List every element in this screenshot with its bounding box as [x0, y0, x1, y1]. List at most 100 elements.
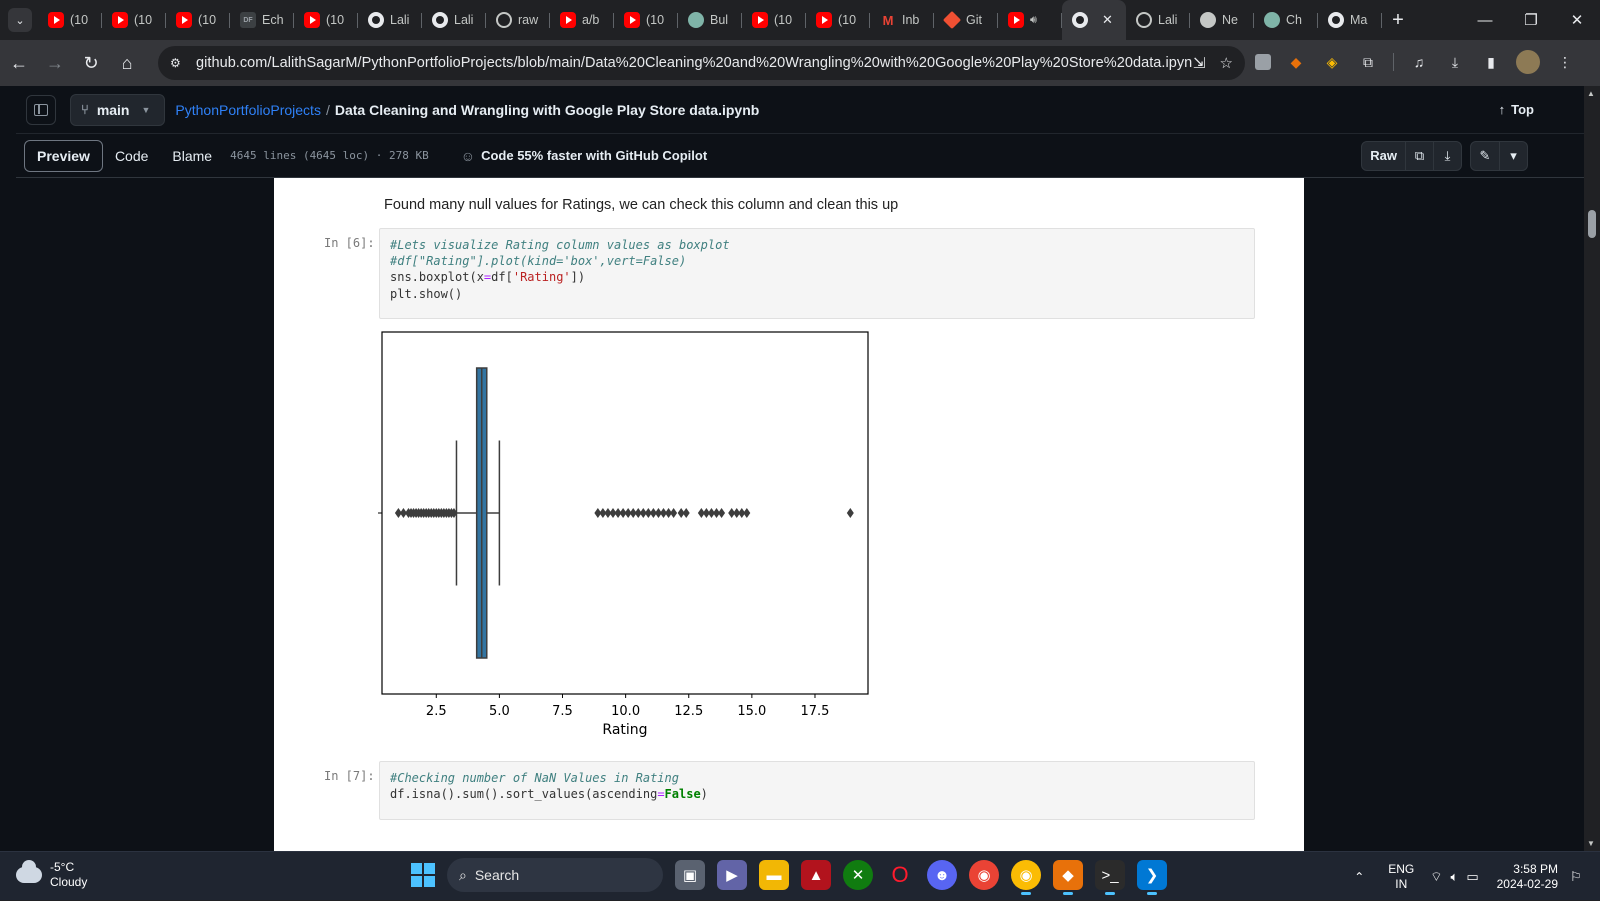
site-info-icon[interactable]: ⚙	[170, 56, 181, 70]
forward-icon[interactable]: →	[46, 52, 64, 73]
outlier-point	[713, 508, 721, 518]
tab-code[interactable]: Code	[114, 147, 149, 164]
browser-tab[interactable]: (10	[38, 0, 102, 40]
weather-widget[interactable]: -5°C Cloudy	[16, 860, 87, 890]
browser-tab[interactable]: Ne	[1190, 0, 1254, 40]
file-explorer-icon[interactable]: ▬	[759, 860, 789, 890]
browser-tab[interactable]: a/b	[550, 0, 614, 40]
chrome-profile-icon[interactable]: ◉	[1011, 860, 1041, 895]
browser-tab[interactable]: Lali	[422, 0, 486, 40]
back-icon[interactable]: ←	[10, 52, 28, 73]
browser-tab[interactable]: (10	[102, 0, 166, 40]
top-button[interactable]: ↑ Top	[1499, 102, 1534, 117]
new-tab-button[interactable]: +	[1392, 8, 1404, 31]
git-favicon-icon	[942, 10, 962, 30]
scroll-up-arrow-icon[interactable]: ▲	[1587, 89, 1595, 98]
game-app-icon[interactable]: ▲	[801, 860, 831, 890]
close-tab-icon[interactable]: ✕	[1102, 12, 1113, 27]
discord-icon[interactable]: ☻	[927, 860, 957, 890]
home-icon[interactable]: ⌂	[121, 52, 133, 73]
browser-tab[interactable]: ✕	[1062, 0, 1126, 40]
browser-tab[interactable]: (10	[614, 0, 678, 40]
wifi-icon[interactable]: ⌔	[1430, 868, 1443, 884]
task-view-icon[interactable]: ▣	[675, 860, 705, 890]
browser-tab[interactable]: (10	[166, 0, 230, 40]
address-bar[interactable]: ⚙ github.com/LalithSagarM/PythonPortfoli…	[158, 46, 1245, 80]
tab-title: (10	[774, 13, 793, 27]
x-axis-label: Rating	[602, 722, 647, 738]
browser-tab[interactable]: 🔊︎	[998, 0, 1062, 40]
browser-tab[interactable]: Ma	[1318, 0, 1382, 40]
page-scrollbar[interactable]: ▲ ▼	[1584, 86, 1600, 851]
minimize-icon[interactable]: —	[1477, 11, 1493, 29]
browser-tab[interactable]: Bul	[678, 0, 742, 40]
tab-blame[interactable]: Blame	[172, 147, 213, 164]
outlier-point	[599, 508, 607, 518]
system-tray: ⌃ ENG IN ⌔ 🔈︎ ▭ 3:58 PM 2024-02-29 ⚐	[1354, 852, 1600, 901]
extension-icon[interactable]	[1255, 54, 1271, 70]
breadcrumb-file-name: Data Cleaning and Wrangling with Google …	[334, 101, 760, 118]
copy-icon[interactable]: ⧉	[1405, 141, 1433, 170]
opera-icon[interactable]: O	[891, 862, 909, 887]
yt-favicon-icon	[112, 12, 128, 28]
extensions-puzzle-icon[interactable]: ⧉	[1363, 53, 1373, 70]
menu-icon[interactable]: ⋮	[1558, 53, 1572, 70]
audio-playing-icon[interactable]: 🔊︎	[1030, 13, 1037, 26]
browser-tab[interactable]: (10	[742, 0, 806, 40]
browser-tab[interactable]: Lali	[358, 0, 422, 40]
browser-tab[interactable]: raw	[486, 0, 550, 40]
branch-selector[interactable]: ⑂ main ▼	[70, 93, 166, 126]
vscode-icon[interactable]: ❯	[1137, 860, 1167, 895]
download-icon[interactable]: ⤓	[1433, 141, 1461, 170]
browser-tab[interactable]: (10	[294, 0, 358, 40]
teams-icon[interactable]: ▶	[717, 860, 747, 890]
browser-tab[interactable]: (10	[806, 0, 870, 40]
tab-search-button[interactable]: ⌄	[8, 8, 32, 32]
browser-tab[interactable]: Ch	[1254, 0, 1318, 40]
tab-title: Inb	[902, 13, 920, 27]
df-favicon-icon: DF	[240, 12, 256, 28]
tab-title: Git	[966, 13, 982, 27]
terminal-icon[interactable]: >_	[1095, 860, 1125, 895]
browser-tab[interactable]: Lali	[1126, 0, 1190, 40]
profile-avatar[interactable]	[1516, 50, 1540, 74]
browser-tab[interactable]: Git	[934, 0, 998, 40]
close-window-icon[interactable]: ✕	[1570, 12, 1584, 29]
restore-icon[interactable]: ❐	[1524, 12, 1538, 29]
taskbar-search[interactable]: ⌕ Search	[447, 858, 663, 892]
url-text[interactable]: github.com/LalithSagarM/PythonPortfolioP…	[196, 55, 1193, 71]
outlier-point	[660, 508, 668, 518]
bookmark-star-icon[interactable]: ☆	[1219, 55, 1233, 72]
downloads-icon[interactable]: ⤓	[1451, 53, 1459, 70]
side-panel-icon[interactable]: ▮	[1487, 53, 1495, 70]
tab-preview[interactable]: Preview	[24, 139, 103, 172]
scrollbar-thumb[interactable]	[1588, 210, 1596, 238]
browser-tab[interactable]: DF Ech	[230, 0, 294, 40]
battery-icon[interactable]: ▭	[1466, 868, 1479, 884]
notification-icon[interactable]: ⚐	[1570, 868, 1582, 884]
yt-favicon-icon	[752, 12, 768, 28]
scroll-down-arrow-icon[interactable]: ▼	[1587, 839, 1595, 848]
install-app-icon[interactable]: ⇲	[1192, 55, 1206, 72]
extension-icon[interactable]: ◈	[1326, 53, 1338, 70]
git-gui-icon[interactable]: ◆	[1053, 860, 1083, 895]
tab-title: Lali	[454, 13, 474, 27]
raw-button[interactable]: Raw	[1370, 148, 1397, 163]
language-indicator[interactable]: ENG IN	[1388, 862, 1414, 892]
copilot-promo-link[interactable]: ☺ Code 55% faster with GitHub Copilot	[461, 148, 707, 164]
browser-tab[interactable]: M Inb	[870, 0, 934, 40]
media-control-icon[interactable]: ♫	[1413, 54, 1425, 70]
file-tree-toggle-icon[interactable]	[26, 94, 56, 125]
extension-icon[interactable]: ◆	[1290, 53, 1302, 70]
more-options-chevron-icon[interactable]: ▾	[1499, 141, 1527, 170]
edit-pencil-icon[interactable]: ✎	[1479, 147, 1491, 163]
breadcrumb-repo-link[interactable]: PythonPortfolioProjects	[175, 101, 321, 118]
xbox-icon[interactable]: ✕	[843, 860, 873, 890]
clock[interactable]: 3:58 PM 2024-02-29	[1497, 862, 1558, 892]
tab-title: a/b	[582, 13, 600, 27]
start-button[interactable]	[411, 863, 435, 887]
chrome-icon[interactable]: ◉	[969, 860, 999, 890]
reload-icon[interactable]: ↻	[83, 52, 99, 73]
volume-icon[interactable]: 🔈︎	[1450, 868, 1459, 884]
chevron-up-icon[interactable]: ⌃	[1354, 869, 1365, 884]
